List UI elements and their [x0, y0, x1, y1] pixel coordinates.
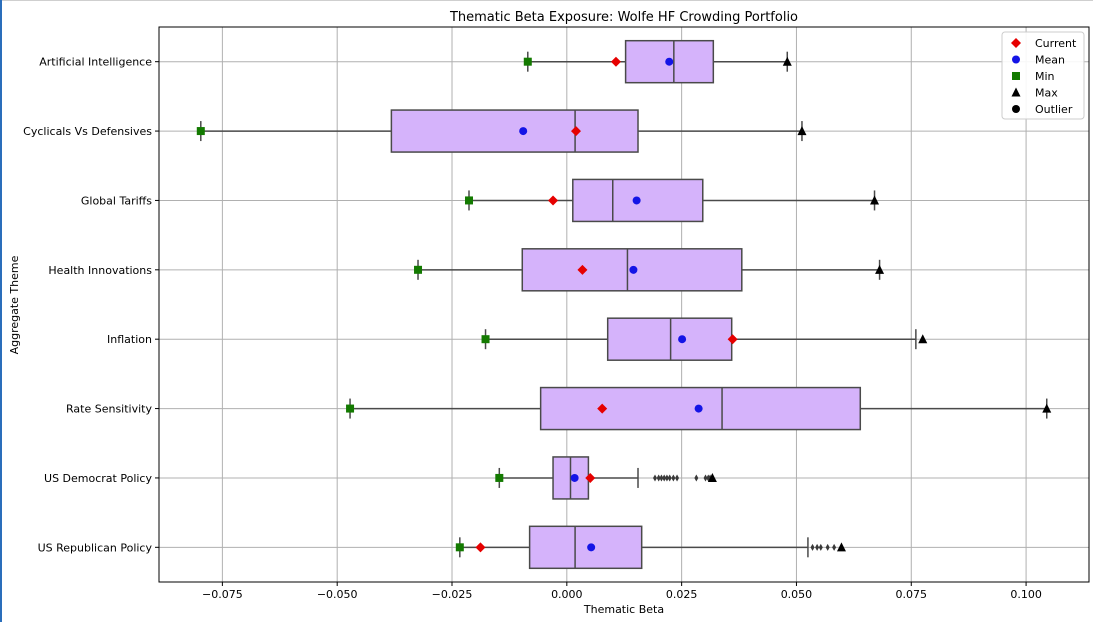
y-tick-label: US Republican Policy — [38, 541, 153, 554]
legend-label: Max — [1035, 87, 1058, 100]
legend-outlier-marker — [1012, 105, 1020, 113]
x-tick-label: 0.075 — [896, 588, 928, 601]
outlier-point — [832, 543, 837, 551]
x-tick-label: −0.075 — [202, 588, 243, 601]
outlier-point — [694, 474, 699, 482]
current-marker — [571, 126, 582, 137]
mean-marker — [632, 196, 641, 205]
outlier-point — [675, 474, 680, 482]
y-tick-label: Artificial Intelligence — [39, 56, 152, 69]
max-marker — [782, 56, 792, 66]
outlier-point — [662, 474, 667, 482]
current-marker — [577, 264, 588, 275]
outlier-point — [656, 474, 661, 482]
box-iqr — [528, 525, 643, 570]
legend-label: Mean — [1035, 54, 1065, 67]
min-marker — [346, 404, 355, 413]
outlier-point — [653, 474, 657, 482]
legend-label: Current — [1035, 37, 1077, 50]
legend-min-marker — [1012, 72, 1020, 80]
x-axis-label: Thematic Beta — [583, 603, 664, 616]
current-marker — [585, 472, 596, 483]
legend-current-marker — [1011, 38, 1021, 48]
box-group — [527, 39, 789, 84]
mean-marker — [519, 127, 528, 136]
x-axis: −0.075 −0.050 −0.025 0.000 0.025 0.050 0.075 0.… — [202, 582, 1042, 601]
box-group — [200, 109, 803, 153]
max-marker — [797, 126, 807, 136]
outlier-point — [818, 543, 823, 551]
legend-max-marker — [1011, 87, 1021, 97]
outlier-point — [667, 474, 672, 482]
current-marker — [727, 334, 738, 345]
mean-marker — [665, 57, 674, 66]
plot-area-frame — [158, 26, 1090, 583]
y-tick-label: Global Tariffs — [81, 194, 152, 207]
max-marker — [918, 334, 928, 344]
markers-layer — [196, 56, 1052, 553]
legend-label: Min — [1035, 70, 1055, 83]
min-marker — [523, 57, 532, 66]
outlier-point — [664, 474, 669, 482]
y-tick-label: US Democrat Policy — [44, 472, 152, 485]
x-tick-label: 0.000 — [551, 588, 583, 601]
max-marker — [875, 264, 885, 274]
y-axis: Artificial Intelligence Cyclicals Vs Defe… — [23, 56, 159, 554]
y-tick-label: Health Innovations — [48, 264, 152, 277]
window-top-border — [0, 0, 1093, 1]
mean-marker — [694, 404, 703, 413]
outlier-point — [810, 543, 815, 551]
outlier-point — [703, 474, 708, 482]
min-marker — [196, 127, 205, 136]
chart-title: Thematic Beta Exposure: Wolfe HF Crowdin… — [449, 10, 798, 25]
box-iqr — [624, 39, 715, 84]
outlier-point — [671, 474, 676, 482]
mean-marker — [629, 265, 638, 274]
y-tick-label: Cyclicals Vs Defensives — [23, 125, 152, 138]
box-iqr — [390, 109, 639, 153]
mean-marker — [678, 335, 687, 344]
box-group — [468, 178, 876, 223]
boxes-layer — [200, 39, 1048, 570]
outlier-point — [659, 474, 664, 482]
max-marker — [870, 195, 880, 205]
min-marker — [481, 335, 490, 344]
min-marker — [465, 196, 473, 205]
x-tick-label: 0.025 — [666, 588, 698, 601]
window-left-border — [0, 0, 2, 622]
current-marker — [475, 542, 486, 553]
x-tick-label: 0.100 — [1010, 588, 1042, 601]
mean-marker — [570, 473, 579, 482]
x-tick-label: 0.050 — [781, 588, 813, 601]
current-marker — [548, 195, 559, 206]
legend-mean-marker — [1012, 55, 1020, 64]
max-marker — [1042, 403, 1052, 413]
min-marker — [414, 265, 423, 274]
box-group — [498, 456, 713, 500]
y-tick-label: Rate Sensitivity — [66, 403, 152, 416]
mean-marker — [587, 543, 596, 552]
min-marker — [455, 543, 464, 552]
outlier-point — [825, 543, 830, 551]
box-group — [484, 317, 917, 361]
box-group — [417, 248, 881, 292]
max-marker — [836, 542, 846, 552]
max-marker — [707, 472, 717, 482]
box-group — [459, 525, 837, 570]
x-tick-label: −0.050 — [317, 588, 358, 601]
x-tick-label: −0.025 — [432, 588, 473, 601]
box-iqr — [606, 317, 733, 361]
legend-label: Outlier — [1035, 103, 1073, 116]
y-tick-label: Inflation — [107, 333, 152, 346]
outlier-point — [815, 543, 820, 551]
legend-box — [1001, 31, 1085, 120]
legend: Current Mean Min Max Outlier — [1001, 31, 1085, 120]
current-marker — [597, 403, 608, 414]
current-marker — [610, 56, 621, 67]
min-marker — [495, 473, 504, 482]
y-axis-label: Aggregate Theme — [8, 255, 21, 354]
